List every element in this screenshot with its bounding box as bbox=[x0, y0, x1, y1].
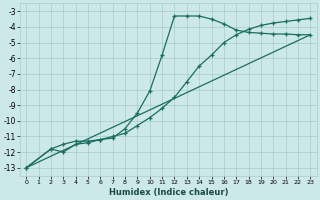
X-axis label: Humidex (Indice chaleur): Humidex (Indice chaleur) bbox=[108, 188, 228, 197]
